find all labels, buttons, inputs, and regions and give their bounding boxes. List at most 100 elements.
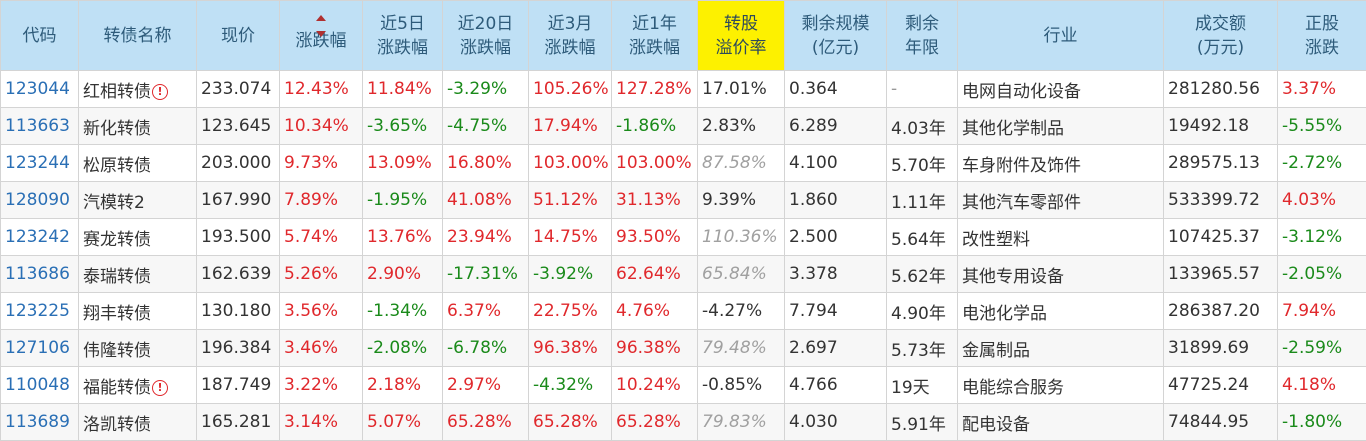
bond-name-cell[interactable]: 赛龙转债 xyxy=(79,219,197,256)
column-header-name[interactable]: 转债名称 xyxy=(79,1,197,71)
column-header-label: 转股 xyxy=(724,14,758,34)
industry-cell: 改性塑料 xyxy=(958,219,1164,256)
conversion-premium-cell-text: 17.01% xyxy=(702,79,767,99)
change-1y-cell-text: 62.64% xyxy=(616,264,681,284)
bond-name-cell-text[interactable]: 赛龙转债 xyxy=(83,230,151,250)
bond-name-cell-text[interactable]: 伟隆转债 xyxy=(83,341,151,361)
conversion-premium-cell: 79.83% xyxy=(698,404,785,441)
change-20d-cell: 23.94% xyxy=(443,219,529,256)
bond-name-cell[interactable]: 伟隆转债 xyxy=(79,330,197,367)
turnover-cell-text: 133965.57 xyxy=(1168,264,1260,284)
bond-code-link-text[interactable]: 123244 xyxy=(5,153,70,173)
column-header-code[interactable]: 代码 xyxy=(1,1,79,71)
column-header-chg[interactable]: 涨跌幅 xyxy=(280,1,363,71)
remaining-scale-cell: 0.364 xyxy=(785,71,887,108)
bond-code-link-text[interactable]: 113663 xyxy=(5,116,70,136)
bond-code-link-text[interactable]: 123242 xyxy=(5,227,70,247)
bond-name-cell[interactable]: 红相转债! xyxy=(79,71,197,108)
bond-name-cell-text[interactable]: 福能转债 xyxy=(83,378,151,398)
bond-code-link-text[interactable]: 128090 xyxy=(5,190,70,210)
industry-cell-text: 电池化学品 xyxy=(962,304,1047,324)
change-cell-text: 3.56% xyxy=(284,301,338,321)
column-header-amount[interactable]: 成交额(万元) xyxy=(1164,1,1278,71)
column-header-industry[interactable]: 行业 xyxy=(958,1,1164,71)
bond-code-link[interactable]: 128090 xyxy=(1,182,79,219)
stock-change-cell-text: -1.80% xyxy=(1282,412,1342,432)
bond-code-link[interactable]: 127106 xyxy=(1,330,79,367)
bond-name-cell[interactable]: 洛凯转债 xyxy=(79,404,197,441)
bond-code-link[interactable]: 123242 xyxy=(1,219,79,256)
turnover-cell-text: 107425.37 xyxy=(1168,227,1260,247)
bond-name-cell[interactable]: 新化转债 xyxy=(79,108,197,145)
bond-name-cell[interactable]: 汽模转2 xyxy=(79,182,197,219)
warning-icon[interactable]: ! xyxy=(152,84,168,100)
bond-name-cell-text[interactable]: 洛凯转债 xyxy=(83,415,151,435)
column-header-label: 涨跌幅 xyxy=(377,38,428,58)
remaining-scale-cell-text: 2.500 xyxy=(789,227,838,247)
change-3m-cell-text: 65.28% xyxy=(533,412,598,432)
bond-code-link[interactable]: 110048 xyxy=(1,367,79,404)
column-header-y1[interactable]: 近1年涨跌幅 xyxy=(612,1,698,71)
industry-cell-text: 电网自动化设备 xyxy=(962,82,1081,102)
bond-name-cell[interactable]: 泰瑞转债 xyxy=(79,256,197,293)
change-3m-cell-text: -3.92% xyxy=(533,264,593,284)
industry-cell-text: 其他汽车零部件 xyxy=(962,193,1081,213)
change-1y-cell-text: 4.76% xyxy=(616,301,670,321)
column-header-years[interactable]: 剩余年限 xyxy=(887,1,958,71)
bond-code-link[interactable]: 123244 xyxy=(1,145,79,182)
change-cell: 7.89% xyxy=(280,182,363,219)
column-header-m3[interactable]: 近3月涨跌幅 xyxy=(529,1,612,71)
bond-code-link-text[interactable]: 110048 xyxy=(5,375,70,395)
bond-name-cell-text[interactable]: 松原转债 xyxy=(83,156,151,176)
bond-name-cell-text[interactable]: 汽模转2 xyxy=(83,193,145,213)
bond-code-link-text[interactable]: 123044 xyxy=(5,79,70,99)
column-header-d20[interactable]: 近20日涨跌幅 xyxy=(443,1,529,71)
bond-name-cell-text[interactable]: 新化转债 xyxy=(83,119,151,139)
bond-code-link[interactable]: 113686 xyxy=(1,256,79,293)
change-20d-cell: -17.31% xyxy=(443,256,529,293)
bond-code-link-text[interactable]: 113686 xyxy=(5,264,70,284)
column-header-d5[interactable]: 近5日涨跌幅 xyxy=(363,1,443,71)
bond-code-link[interactable]: 113663 xyxy=(1,108,79,145)
bond-code-link[interactable]: 113689 xyxy=(1,404,79,441)
bond-name-cell[interactable]: 松原转债 xyxy=(79,145,197,182)
remaining-scale-cell-text: 6.289 xyxy=(789,116,838,136)
bond-code-link[interactable]: 123044 xyxy=(1,71,79,108)
bond-code-link[interactable]: 123225 xyxy=(1,293,79,330)
bond-code-link-text[interactable]: 127106 xyxy=(5,338,70,358)
change-cell-text: 3.46% xyxy=(284,338,338,358)
bond-name-cell-text[interactable]: 红相转债 xyxy=(83,82,151,102)
remaining-scale-cell-text: 4.766 xyxy=(789,375,838,395)
warning-icon[interactable]: ! xyxy=(152,380,168,396)
column-header-premium[interactable]: 转股溢价率 xyxy=(698,1,785,71)
stock-change-cell: -2.59% xyxy=(1278,330,1366,367)
bond-code-link-text[interactable]: 113689 xyxy=(5,412,70,432)
column-header-price[interactable]: 现价 xyxy=(197,1,280,71)
change-3m-cell-text: 22.75% xyxy=(533,301,598,321)
bond-code-link-text[interactable]: 123225 xyxy=(5,301,70,321)
bond-name-cell[interactable]: 福能转债! xyxy=(79,367,197,404)
change-1y-cell: 93.50% xyxy=(612,219,698,256)
column-header-scale[interactable]: 剩余规模(亿元) xyxy=(785,1,887,71)
change-20d-cell: 41.08% xyxy=(443,182,529,219)
price-cell-text: 130.180 xyxy=(201,301,271,321)
price-cell: 187.749 xyxy=(197,367,280,404)
bond-name-cell[interactable]: 翔丰转债 xyxy=(79,293,197,330)
column-header-label: (万元) xyxy=(1197,38,1244,58)
column-header-stock-chg[interactable]: 正股涨跌 xyxy=(1278,1,1366,71)
turnover-cell: 74844.95 xyxy=(1164,404,1278,441)
turnover-cell: 133965.57 xyxy=(1164,256,1278,293)
bond-name-cell-text[interactable]: 翔丰转债 xyxy=(83,304,151,324)
header-row: 代码转债名称现价涨跌幅近5日涨跌幅近20日涨跌幅近3月涨跌幅近1年涨跌幅转股溢价… xyxy=(1,1,1366,71)
bond-name-cell-text[interactable]: 泰瑞转债 xyxy=(83,267,151,287)
